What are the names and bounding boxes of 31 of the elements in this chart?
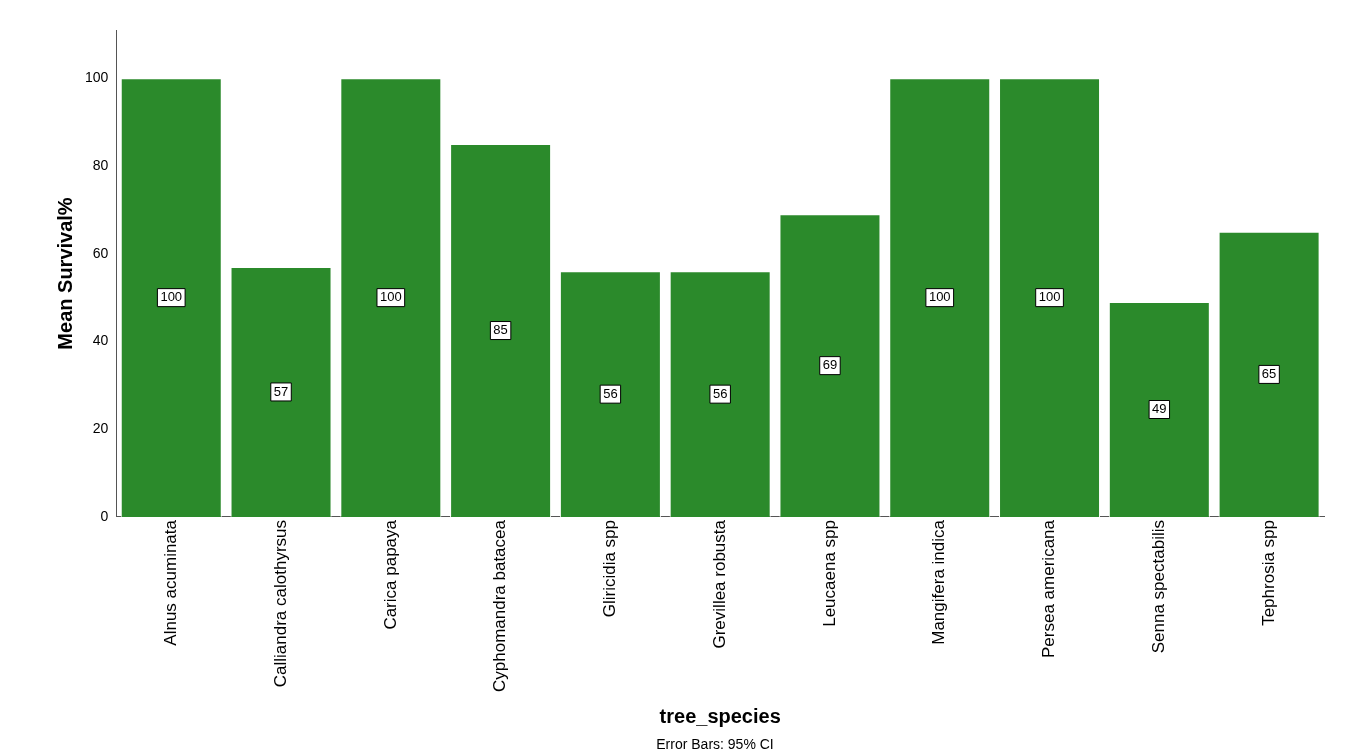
data-label: 56: [603, 385, 618, 401]
y-tick-label: 40: [92, 332, 109, 349]
data-label: 100: [379, 289, 402, 305]
data-label: 65: [1261, 365, 1277, 381]
y-tick-label: 60: [92, 244, 109, 261]
data-label: 56: [712, 385, 728, 401]
y-axis-title: Mean Survival%: [53, 197, 76, 350]
x-tick-label: Alnus acuminata: [160, 519, 180, 646]
y-tick-label: 80: [92, 156, 109, 173]
x-tick-label: Mangifera indica: [929, 519, 949, 645]
x-tick-label: Carica papaya: [380, 519, 400, 630]
x-tick-label: Gliricidia spp: [600, 520, 620, 618]
y-tick-label: 20: [92, 420, 109, 437]
x-tick-label: Tephrosia spp: [1258, 520, 1278, 626]
data-label: 69: [822, 357, 838, 373]
data-label: 57: [273, 383, 289, 399]
data-label: 100: [928, 289, 951, 305]
x-tick-label: Leucaena spp: [819, 520, 839, 627]
data-label: 100: [160, 289, 183, 305]
data-label: 100: [1038, 289, 1061, 305]
y-tick-label: 0: [100, 507, 109, 524]
data-label: 49: [1152, 401, 1167, 417]
y-tick-label: 100: [85, 69, 109, 86]
text: Error Bars: 95% CI: [656, 735, 774, 752]
x-tick-label: Grevillea robusta: [709, 519, 729, 649]
x-tick-label: Senna spectabilis: [1149, 520, 1169, 654]
x-tick-label: Cyphomandra batacea: [490, 519, 510, 693]
x-tick-label: Persea americana: [1039, 519, 1059, 658]
x-axis-title: tree_species: [659, 704, 781, 727]
x-tick-label: Calliandra calothyrsus: [270, 520, 290, 688]
data-label: 85: [493, 322, 508, 338]
